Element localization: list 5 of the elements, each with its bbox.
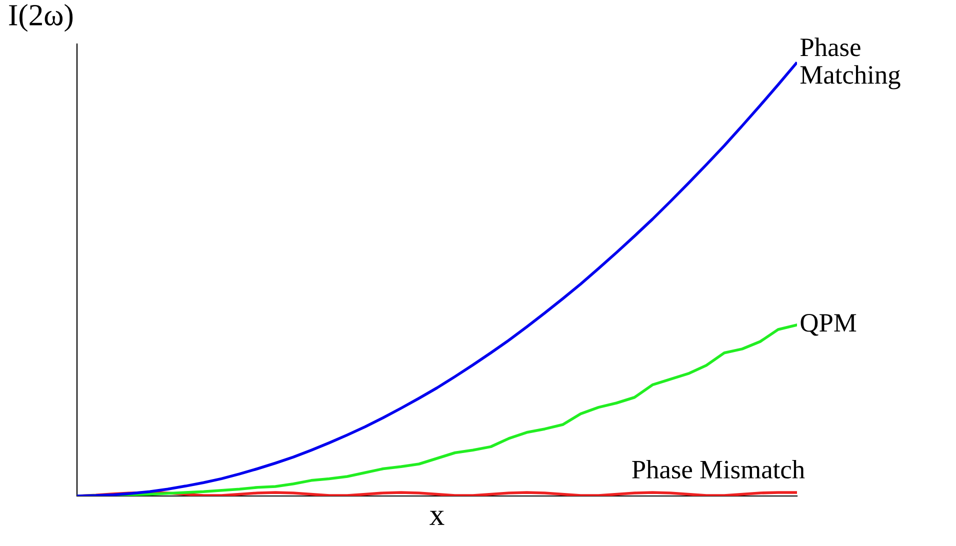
series-label: Phase Matching — [800, 38, 900, 90]
y-axis-title: I(2ω) — [9, 4, 73, 32]
series-label: QPM — [800, 314, 856, 336]
x-axis-title: x — [430, 510, 444, 525]
series-label: Phase Mismatch — [632, 460, 805, 479]
